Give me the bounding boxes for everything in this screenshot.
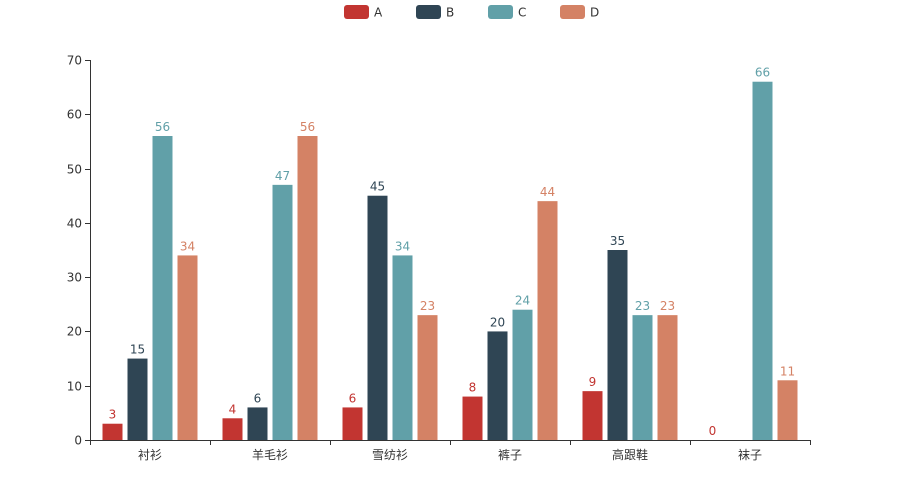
- legend-swatch: [416, 5, 441, 19]
- legend[interactable]: A B C D: [344, 5, 599, 20]
- x-tick-label: 裤子: [498, 448, 522, 462]
- bar-c[interactable]: [632, 315, 653, 440]
- y-tick-label: 0: [74, 434, 82, 448]
- bar-c[interactable]: [752, 81, 773, 440]
- bar-c[interactable]: [392, 255, 413, 440]
- bar-d[interactable]: [657, 315, 678, 440]
- data-label: 11: [780, 364, 795, 378]
- data-label: 0: [709, 424, 717, 438]
- data-label: 35: [610, 234, 625, 248]
- data-label: 23: [660, 299, 675, 313]
- bar-b[interactable]: [487, 331, 508, 440]
- bar-a[interactable]: [462, 396, 483, 440]
- y-axis: 0 10 20 30 40 50 60 70: [67, 54, 91, 448]
- x-tick-label: 羊毛衫: [252, 447, 288, 462]
- x-tick-label: 雪纺衫: [372, 448, 408, 462]
- bars: [102, 81, 798, 440]
- data-label: 3: [109, 408, 117, 422]
- bar-d[interactable]: [777, 380, 798, 440]
- data-label: 44: [540, 185, 555, 199]
- bar-c[interactable]: [512, 309, 533, 440]
- data-label: 20: [490, 315, 505, 329]
- data-label: 23: [420, 299, 435, 313]
- data-label: 66: [755, 66, 770, 80]
- bar-b[interactable]: [127, 358, 148, 440]
- legend-label: B: [446, 6, 454, 20]
- data-label: 56: [155, 120, 170, 134]
- data-label: 8: [469, 381, 477, 395]
- data-label: 34: [395, 239, 410, 253]
- legend-label: D: [590, 6, 599, 20]
- data-label: 45: [370, 180, 385, 194]
- y-tick-label: 40: [67, 217, 82, 231]
- x-axis: 衬衫 羊毛衫 雪纺衫 裤子 高跟鞋 袜子: [90, 440, 811, 462]
- x-tick-label: 衬衫: [138, 448, 162, 462]
- legend-item-c[interactable]: C: [488, 5, 526, 20]
- data-label: 47: [275, 169, 290, 183]
- data-label: 23: [635, 299, 650, 313]
- legend-label: A: [374, 6, 383, 20]
- y-tick-label: 20: [67, 325, 82, 339]
- x-tick-label: 高跟鞋: [612, 447, 648, 462]
- data-label: 56: [300, 120, 315, 134]
- legend-item-a[interactable]: A: [344, 5, 383, 20]
- y-tick-label: 70: [67, 54, 82, 68]
- data-label: 9: [589, 375, 597, 389]
- data-label: 4: [229, 402, 237, 416]
- bar-b[interactable]: [247, 407, 268, 440]
- legend-item-b[interactable]: B: [416, 5, 454, 20]
- bar-a[interactable]: [102, 423, 123, 440]
- y-tick-label: 30: [67, 271, 82, 285]
- bar-a[interactable]: [342, 407, 363, 440]
- bar-d[interactable]: [537, 201, 558, 440]
- data-label: 6: [349, 391, 357, 405]
- y-tick-label: 60: [67, 108, 82, 122]
- bar-b[interactable]: [607, 250, 628, 440]
- bar-d[interactable]: [177, 255, 198, 440]
- legend-swatch: [344, 5, 369, 19]
- legend-swatch: [488, 5, 513, 19]
- bar-d[interactable]: [297, 136, 318, 440]
- bar-d[interactable]: [417, 315, 438, 440]
- y-tick-label: 10: [67, 380, 82, 394]
- data-label: 6: [254, 391, 262, 405]
- bar-c[interactable]: [152, 136, 173, 440]
- legend-item-d[interactable]: D: [560, 5, 599, 20]
- data-label: 34: [180, 239, 195, 253]
- legend-label: C: [518, 6, 526, 20]
- data-label: 15: [130, 343, 145, 357]
- y-tick-label: 50: [67, 163, 82, 177]
- bar-a[interactable]: [222, 418, 243, 440]
- data-labels: 3 15 56 34 4 6 47 56 6 45 34 23 8 20 24 44 9 35 23 23 0 66 11: [109, 66, 795, 438]
- data-label: 24: [515, 294, 530, 308]
- bar-b[interactable]: [367, 195, 388, 440]
- legend-swatch: [560, 5, 585, 19]
- bar-a[interactable]: [582, 391, 603, 440]
- bar-c[interactable]: [272, 184, 293, 440]
- x-tick-label: 袜子: [738, 448, 762, 462]
